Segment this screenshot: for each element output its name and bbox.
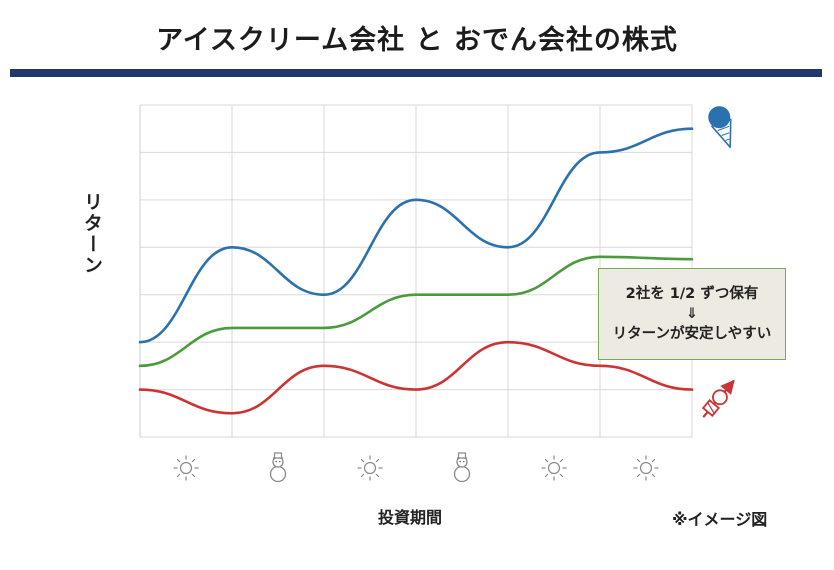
oden-icon: [701, 379, 735, 418]
sun-icon-ray: [651, 458, 656, 463]
series-line-3: [138, 340, 694, 415]
snowman-icon-body: [453, 465, 471, 483]
sun-icon-ray: [191, 473, 196, 478]
oden-icon-triangle: [720, 379, 735, 395]
callout-line-3: リターンが安定しやすい: [612, 326, 772, 342]
snowman-icon-eye: [275, 460, 277, 463]
callout-arrow: ⇓: [685, 306, 699, 322]
ice-cream-icon-waffle: [725, 138, 730, 141]
sun-icon: [173, 455, 199, 481]
chart-lines: [138, 127, 694, 415]
page-title: アイスクリーム会社 と おでん会社の株式: [156, 25, 678, 56]
snowman-icon-hat: [273, 452, 283, 459]
sun-icon-ray: [651, 473, 656, 478]
snowman-icon-hat: [457, 452, 467, 459]
oden-icon-stripe: [707, 402, 715, 414]
sun-icon-ray: [559, 458, 564, 463]
sun-icon-core: [179, 461, 193, 475]
ice-cream-icon-waffle: [721, 132, 730, 136]
callout-line-1: 2社を 1/2 ずつ保有: [625, 286, 759, 302]
image-note: ※イメージ図: [672, 510, 768, 529]
series-line-1: [138, 127, 694, 344]
sun-icon-ray: [636, 473, 641, 478]
sun-icon-core: [363, 461, 377, 475]
snowman-icon-eye: [463, 460, 465, 463]
ice-cream-icon-scoop: [708, 106, 731, 129]
sun-icon-ray: [544, 473, 549, 478]
ice-cream-icon-waffle: [717, 125, 730, 131]
chart-icons: [173, 106, 735, 483]
sun-icon-ray: [375, 473, 380, 478]
snowman-icon-body: [269, 465, 287, 483]
sun-icon-core: [547, 461, 561, 475]
ice-cream-icon: [708, 106, 732, 149]
sun-icon-ray: [559, 473, 564, 478]
snowman-icon-eye: [459, 460, 461, 463]
series-line-2: [138, 255, 694, 368]
snowman-icon: [269, 452, 287, 483]
oden-icon-ball: [712, 389, 728, 406]
x-axis-label: 投資期間: [377, 508, 442, 527]
sun-icon-ray: [176, 458, 181, 463]
snowman-icon-eye: [279, 460, 281, 463]
sun-icon-ray: [636, 458, 641, 463]
sun-icon-ray: [375, 458, 380, 463]
sun-icon: [357, 455, 383, 481]
sun-icon-core: [639, 461, 653, 475]
sun-icon-ray: [360, 473, 365, 478]
sun-icon: [633, 455, 659, 481]
snowman-icon: [453, 452, 471, 483]
sun-icon-ray: [191, 458, 196, 463]
y-axis-label: リターン: [81, 192, 103, 276]
sun-icon-ray: [360, 458, 365, 463]
sun-icon: [541, 455, 567, 481]
sun-icon-ray: [544, 458, 549, 463]
title-underline: [10, 69, 822, 77]
callout-box: 2社を 1/2 ずつ保有 ⇓ リターンが安定しやすい: [598, 268, 786, 360]
sun-icon-ray: [176, 473, 181, 478]
